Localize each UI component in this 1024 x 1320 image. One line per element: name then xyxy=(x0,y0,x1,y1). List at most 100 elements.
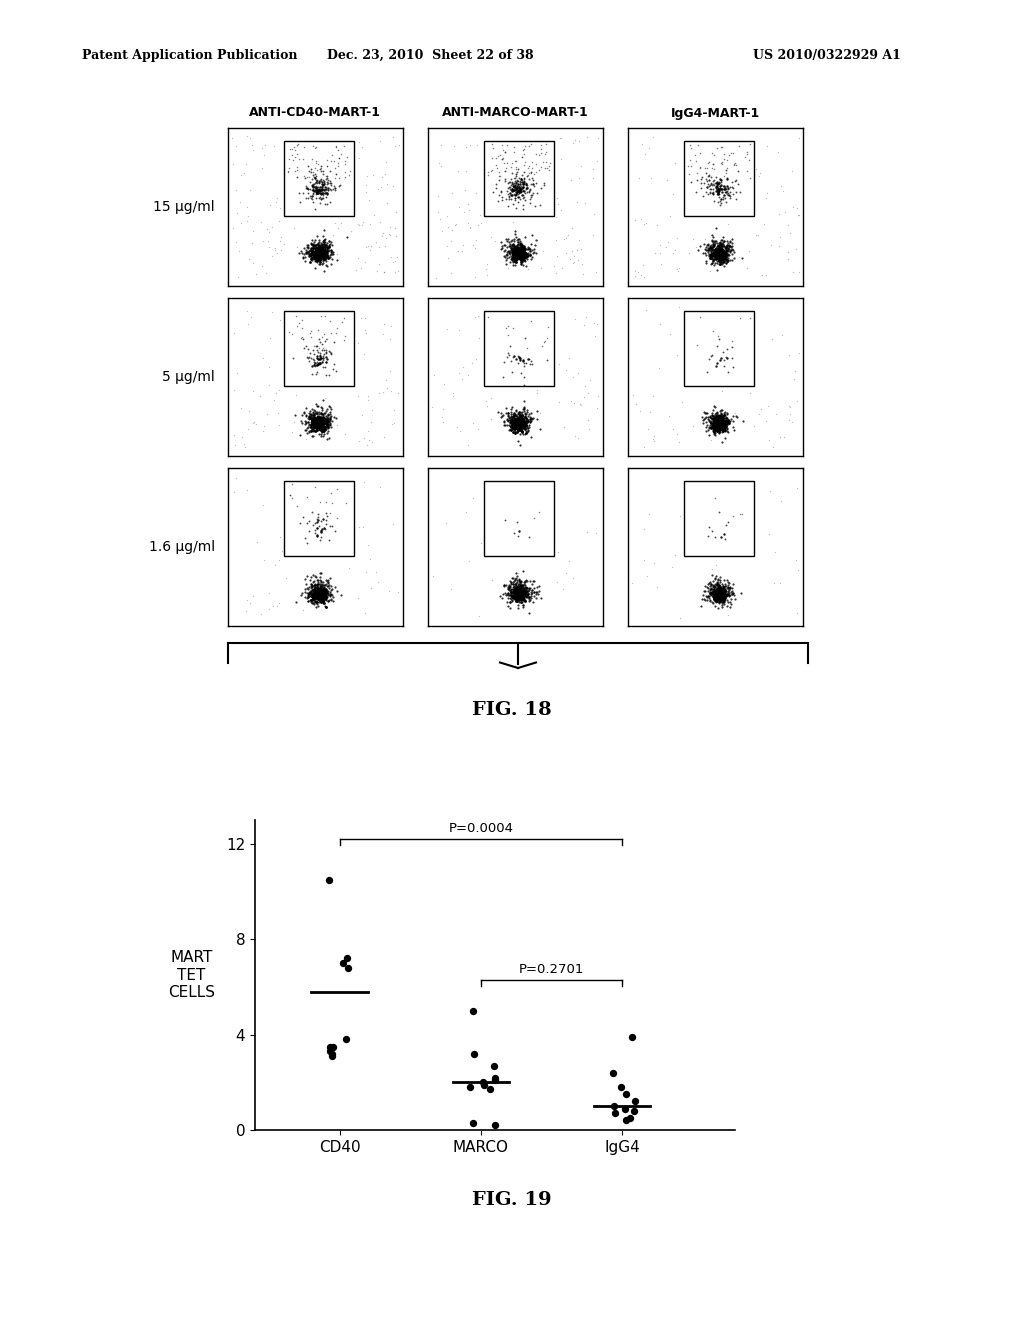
Point xyxy=(705,183,721,205)
Point xyxy=(722,235,738,256)
Point xyxy=(697,586,714,607)
Point xyxy=(316,414,333,436)
Point xyxy=(714,244,730,265)
Point xyxy=(711,411,727,432)
Point xyxy=(538,331,554,352)
Point xyxy=(717,578,733,599)
Point xyxy=(715,591,731,612)
Point xyxy=(700,418,717,440)
Point xyxy=(711,178,727,199)
Point xyxy=(714,242,730,263)
Point xyxy=(309,586,326,607)
Point xyxy=(708,414,724,436)
Point xyxy=(714,242,730,263)
Point xyxy=(311,236,328,257)
Point xyxy=(495,583,511,605)
Point xyxy=(567,309,584,330)
Point xyxy=(301,413,317,434)
Point xyxy=(705,236,721,257)
Point xyxy=(271,379,288,400)
Point xyxy=(436,374,453,395)
Point xyxy=(329,479,345,500)
Point xyxy=(316,244,333,265)
Point xyxy=(306,414,323,436)
Point xyxy=(271,198,288,219)
Point xyxy=(551,392,567,413)
Point xyxy=(701,416,718,437)
Point xyxy=(316,586,333,607)
Point xyxy=(313,574,330,595)
Point xyxy=(311,409,328,430)
Point xyxy=(308,411,325,432)
Point xyxy=(518,411,535,432)
Point xyxy=(516,375,532,396)
Point xyxy=(724,249,740,271)
Point xyxy=(512,411,528,432)
Point xyxy=(707,590,723,611)
Point xyxy=(715,231,731,252)
Point xyxy=(718,246,734,267)
Point xyxy=(727,403,743,424)
Point xyxy=(515,242,531,263)
Point xyxy=(716,231,732,252)
Point xyxy=(323,180,339,201)
Point xyxy=(510,583,526,605)
Point xyxy=(374,226,390,247)
Point xyxy=(315,244,332,265)
Point xyxy=(303,404,319,425)
Point xyxy=(506,581,522,602)
Point xyxy=(697,162,714,183)
Point xyxy=(512,178,528,199)
Point xyxy=(512,413,528,434)
Point xyxy=(513,249,529,271)
Point xyxy=(512,244,528,265)
Point xyxy=(308,408,325,429)
Point xyxy=(310,413,327,434)
Point xyxy=(507,242,523,263)
Point xyxy=(514,255,530,276)
Point xyxy=(505,211,521,232)
Point xyxy=(503,230,519,251)
Point xyxy=(310,407,327,428)
Point xyxy=(707,421,723,442)
Point xyxy=(711,248,727,269)
Point xyxy=(703,224,720,246)
Point xyxy=(337,424,353,445)
Point xyxy=(308,239,325,260)
Point xyxy=(724,582,740,603)
Point xyxy=(518,582,535,603)
Point xyxy=(715,413,731,434)
Point xyxy=(739,161,756,182)
Point xyxy=(269,595,286,616)
Point xyxy=(511,347,527,368)
Point xyxy=(710,581,726,602)
Point xyxy=(318,578,335,599)
Point xyxy=(509,411,525,432)
Point xyxy=(324,243,340,264)
Point xyxy=(505,244,521,265)
Point xyxy=(590,128,606,149)
Point xyxy=(306,350,323,371)
Point xyxy=(702,582,719,603)
Point xyxy=(713,417,729,438)
Point xyxy=(512,411,528,432)
Point xyxy=(316,238,333,259)
Point xyxy=(636,550,652,572)
Point xyxy=(666,183,682,205)
Point xyxy=(512,585,528,606)
Point xyxy=(713,578,729,599)
Point xyxy=(329,414,345,436)
Point xyxy=(313,577,330,598)
Point xyxy=(716,405,732,426)
Point xyxy=(527,587,544,609)
Point xyxy=(316,172,333,193)
Point xyxy=(500,135,516,156)
Point xyxy=(506,579,522,601)
Point xyxy=(313,339,330,360)
Point xyxy=(304,162,321,183)
Point xyxy=(518,174,535,195)
Point xyxy=(514,243,530,264)
Point xyxy=(703,182,720,203)
Point xyxy=(694,166,711,187)
Point xyxy=(510,246,526,267)
